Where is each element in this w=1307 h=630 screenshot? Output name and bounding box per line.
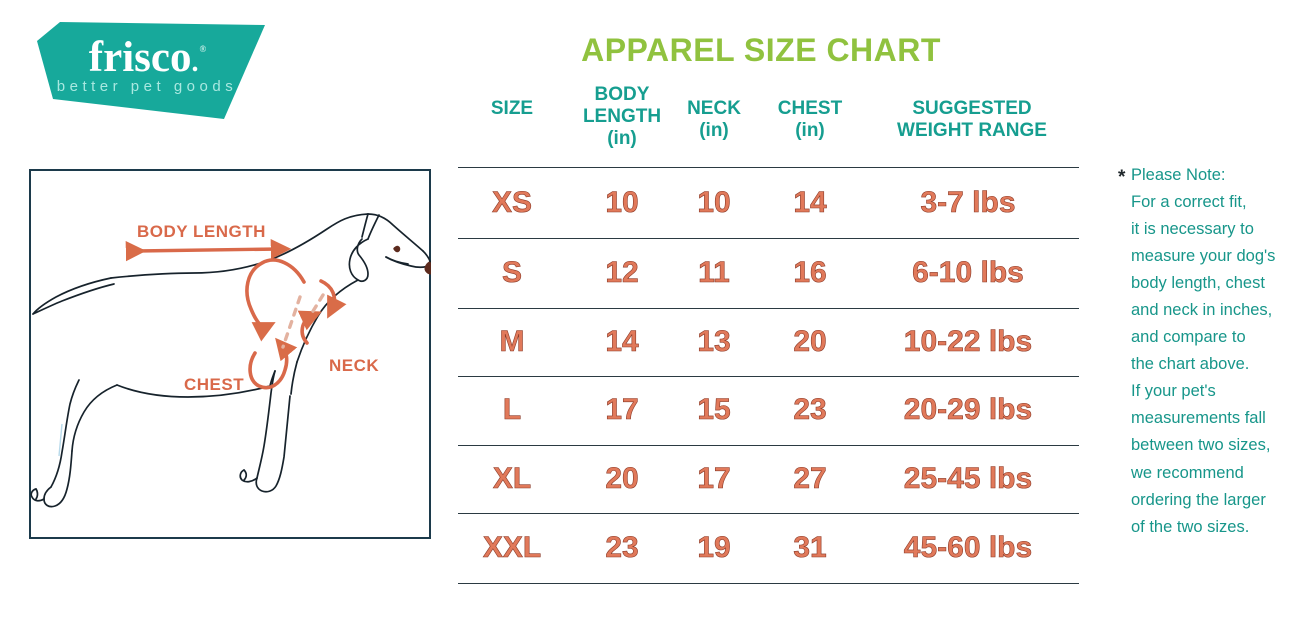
svg-text:CHEST: CHEST (184, 375, 244, 394)
svg-text:NECK: NECK (329, 356, 379, 375)
svg-text:BODY LENGTH: BODY LENGTH (137, 222, 266, 241)
